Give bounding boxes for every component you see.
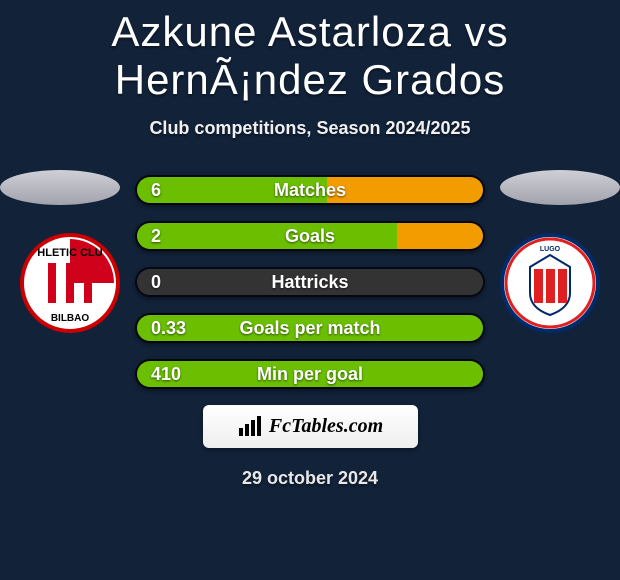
svg-text:LUGO: LUGO [540,246,561,253]
stat-bar-label: 410Min per goal [137,361,483,387]
stat-row: 2Goals0 [135,221,485,251]
stat-bar-label: 0Hattricks0 [137,269,483,295]
svg-text:BILBAO: BILBAO [51,313,90,324]
stat-name: Min per goal [137,361,483,387]
stat-row: 410Min per goal [135,359,485,389]
stat-right-value: 5 [459,203,469,205]
athletic-bilbao-crest-icon: HLETIC CLU BILBAO [20,233,120,333]
club-crest-left: HLETIC CLU BILBAO [20,233,120,333]
svg-text:HLETIC CLU: HLETIC CLU [37,247,102,259]
stat-right-value: 0 [459,295,469,297]
page-title: Azkune Astarloza vs HernÃ¡ndez Grados [0,0,620,104]
stat-left-value: 2 [151,223,161,249]
brand-label: FcTables.com [269,415,383,438]
stat-name: Matches [137,177,483,203]
stat-bar-label: 0.33Goals per match0 [137,315,483,341]
stat-row: 0Hattricks0 [135,267,485,297]
stat-left-value: 6 [151,177,161,203]
stat-name: Goals [137,223,483,249]
player-badge-right [500,170,620,205]
stat-bar-label: 6Matches5 [137,177,483,203]
stat-name: Goals per match [137,315,483,341]
stat-right-value: 0 [459,249,469,251]
page-subtitle: Club competitions, Season 2024/2025 [0,118,620,139]
stats-bars: 6Matches52Goals00Hattricks00.33Goals per… [135,175,485,389]
stat-bar-label: 2Goals0 [137,223,483,249]
stat-name: Hattricks [137,269,483,295]
stat-left-value: 0.33 [151,315,186,341]
lugo-crest-icon: LUGO [500,233,600,333]
date-label: 29 october 2024 [0,468,620,489]
bar-chart-icon [237,416,263,438]
club-crest-right: LUGO [500,233,600,333]
brand-box[interactable]: FcTables.com [203,405,418,448]
stat-right-value: 0 [459,341,469,343]
stat-left-value: 0 [151,269,161,295]
comparison-content: HLETIC CLU BILBAO LUGO 6Matches52Goals00… [0,175,620,489]
player-badge-left [0,170,120,205]
stat-left-value: 410 [151,361,181,387]
stat-row: 6Matches5 [135,175,485,205]
stat-row: 0.33Goals per match0 [135,313,485,343]
